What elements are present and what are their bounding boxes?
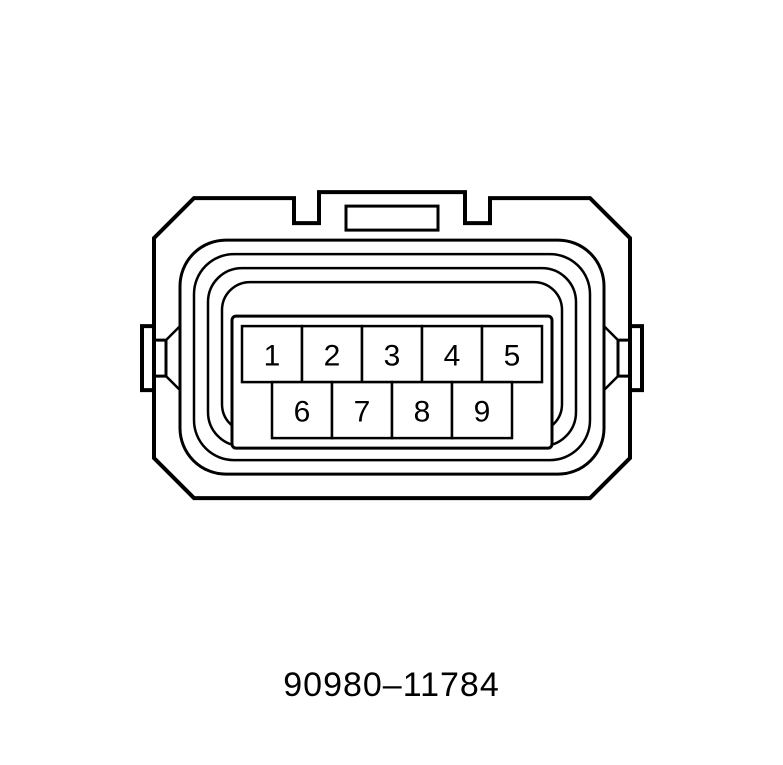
pin-label-1: 1 xyxy=(263,339,280,372)
connector-side-lock-right xyxy=(604,326,642,390)
pin-label-5: 5 xyxy=(503,339,520,372)
connector-side-lock-left xyxy=(142,326,180,390)
connector-diagram: 1 2 3 4 5 6 7 8 9 xyxy=(114,148,670,553)
pin-grid: 1 2 3 4 5 6 7 8 9 xyxy=(242,326,542,438)
pin-label-8: 8 xyxy=(413,395,430,428)
pin-label-3: 3 xyxy=(383,339,400,372)
pin-label-4: 4 xyxy=(443,339,460,372)
pin-label-6: 6 xyxy=(293,395,310,428)
connector-latch-window xyxy=(346,206,438,230)
pin-label-2: 2 xyxy=(323,339,340,372)
pin-label-7: 7 xyxy=(353,395,370,428)
connector-svg: 1 2 3 4 5 6 7 8 9 xyxy=(114,148,670,548)
pin-label-9: 9 xyxy=(473,395,490,428)
part-number-label: 90980–11784 xyxy=(283,666,499,705)
